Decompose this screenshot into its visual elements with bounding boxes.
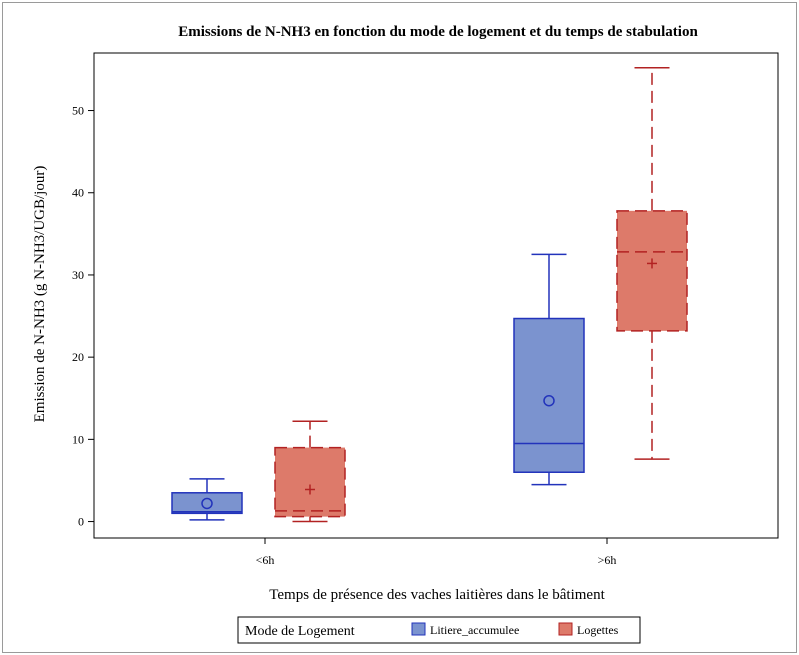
legend-title: Mode de Logement — [245, 624, 355, 639]
box-iqr — [171, 492, 243, 515]
x-axis-label: Temps de présence des vaches laitières d… — [269, 587, 605, 603]
mean-marker — [305, 484, 315, 495]
legend-label-litiere-accumulee: Litiere_accumulee — [430, 623, 519, 637]
y-tick-label: 30 — [72, 268, 84, 282]
box-litiere-accumulee-under-6h — [171, 478, 243, 521]
y-tick-label: 10 — [72, 432, 84, 446]
x-axis: <6h >6h — [256, 538, 617, 567]
boxes-layer — [171, 67, 688, 523]
y-tick-label: 40 — [72, 186, 84, 200]
legend-swatch-logettes — [558, 622, 573, 636]
mean-marker — [201, 497, 213, 510]
legend: Mode de Logement Litiere_accumulee Loget… — [237, 616, 641, 644]
box-iqr — [274, 446, 346, 518]
legend-frame — [237, 616, 641, 644]
legend-swatch-litiere-accumulee — [411, 622, 426, 636]
chart-title: Emissions de N-NH3 en fonction du mode d… — [178, 24, 698, 40]
box-iqr — [616, 210, 688, 332]
mean-marker — [543, 394, 555, 407]
box-litiere-accumulee-over-6h — [513, 253, 585, 486]
mean-marker — [647, 258, 657, 269]
x-tick-label: <6h — [256, 553, 275, 567]
x-tick-label: >6h — [598, 553, 617, 567]
box-logettes-under-6h — [274, 420, 346, 523]
y-axis-label: Emission de N-NH3 (g N-NH3/UGB/jour) — [32, 166, 48, 423]
y-tick-label: 20 — [72, 350, 84, 364]
legend-label-logettes: Logettes — [577, 623, 619, 637]
box-logettes-over-6h — [616, 67, 688, 460]
y-tick-label: 50 — [72, 104, 84, 118]
y-tick-label: 0 — [78, 515, 84, 529]
y-axis: 0 10 20 30 40 50 — [72, 104, 94, 529]
